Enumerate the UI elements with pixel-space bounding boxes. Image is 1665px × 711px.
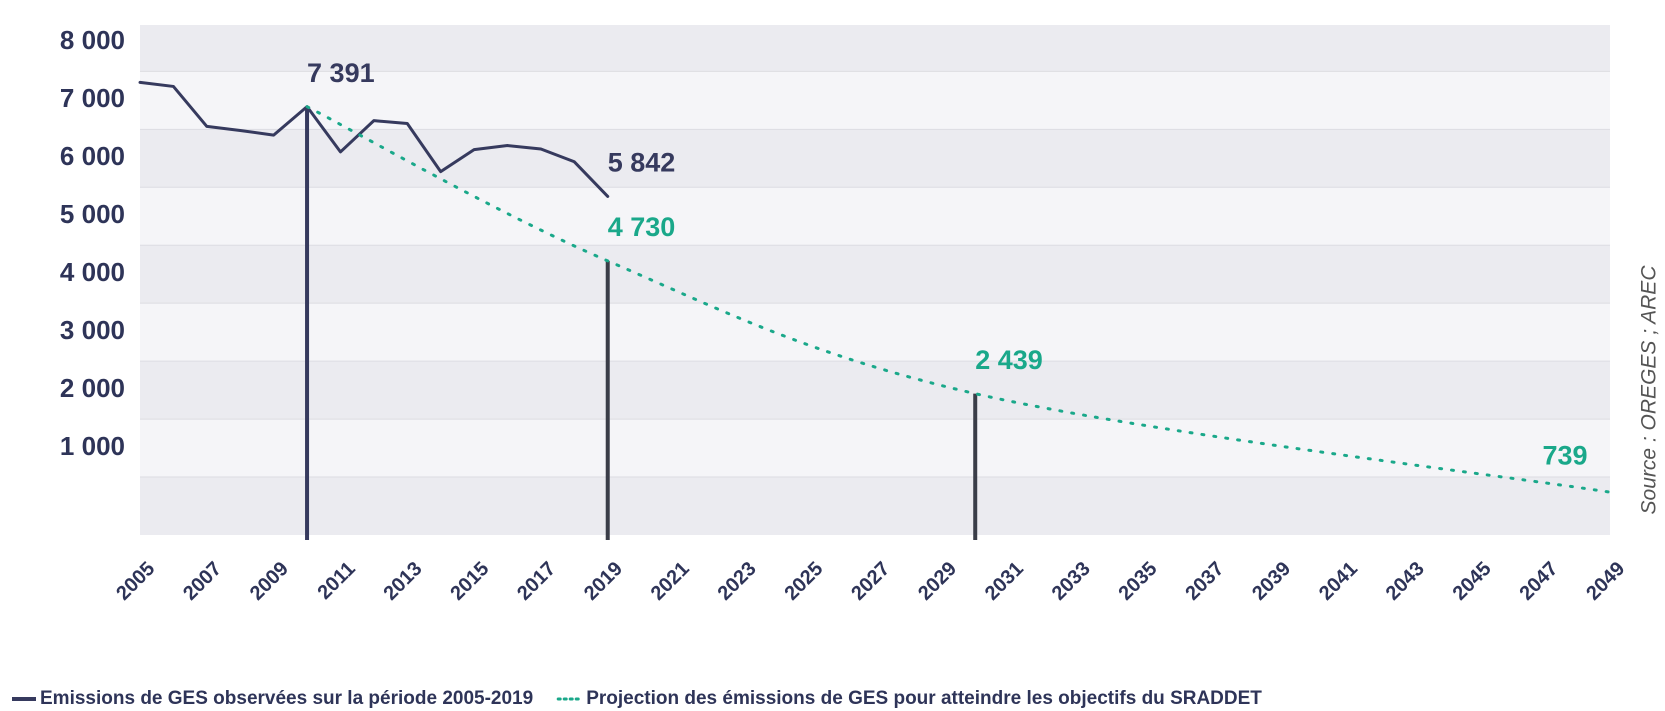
x-tick-label: 2009 [246, 558, 293, 605]
x-tick-label: 2011 [313, 558, 359, 604]
band [140, 477, 1610, 535]
x-tick-label: 2007 [179, 558, 226, 605]
band [140, 187, 1610, 246]
value-label: 739 [1542, 440, 1587, 470]
x-tick-label: 2023 [714, 558, 761, 605]
y-tick-label: 6 000 [60, 141, 125, 171]
y-tick-label: 4 000 [60, 257, 125, 287]
y-tick-label: 8 000 [60, 25, 125, 55]
x-tick-label: 2027 [847, 558, 894, 605]
band [140, 25, 1610, 72]
x-tick-label: 2013 [380, 558, 427, 605]
source: Source : OREGES ; AREC [1638, 265, 1661, 515]
value-label: 5 842 [608, 148, 676, 178]
x-tick-label: 2033 [1048, 558, 1095, 605]
y-tick-label: 7 000 [60, 83, 125, 113]
band [140, 361, 1610, 420]
x-tick-label: 2029 [914, 558, 961, 605]
band [140, 303, 1610, 362]
legend-label: Emissions de GES observées sur la périod… [40, 688, 533, 709]
x-tick-label: 2037 [1181, 558, 1228, 605]
value-label: 4 730 [608, 212, 676, 242]
legend-label: Projection des émissions de GES pour att… [586, 688, 1262, 709]
x-tick-label: 2005 [112, 558, 159, 605]
x-tick-label: 2049 [1582, 558, 1629, 605]
y-tick-label: 2 000 [60, 373, 125, 403]
x-tick-label: 2021 [647, 558, 694, 605]
x-tick-label: 2031 [981, 558, 1028, 605]
x-tick-label: 2025 [780, 558, 827, 605]
x-tick-label: 2019 [580, 558, 627, 605]
band [140, 245, 1610, 304]
y-tick-label: 3 000 [60, 315, 125, 345]
x-tick-label: 2017 [513, 558, 560, 605]
plot-background [140, 25, 1610, 535]
x-tick-label: 2039 [1248, 558, 1295, 605]
x-tick-label: 2043 [1382, 558, 1429, 605]
y-tick-label: 5 000 [60, 199, 125, 229]
band [140, 419, 1610, 478]
series-line [138, 80, 610, 198]
value-label: 7 391 [307, 58, 375, 88]
band [140, 129, 1610, 188]
value-label: 2 439 [975, 345, 1043, 375]
x-tick-label: 2035 [1115, 558, 1162, 605]
band [140, 71, 1610, 130]
x-tick-label: 2045 [1449, 558, 1496, 605]
y-tick-label: 1 000 [60, 431, 125, 461]
x-tick-label: 2015 [446, 558, 493, 605]
x-tick-label: 2041 [1315, 558, 1362, 605]
x-tick-label: 2047 [1515, 558, 1562, 605]
